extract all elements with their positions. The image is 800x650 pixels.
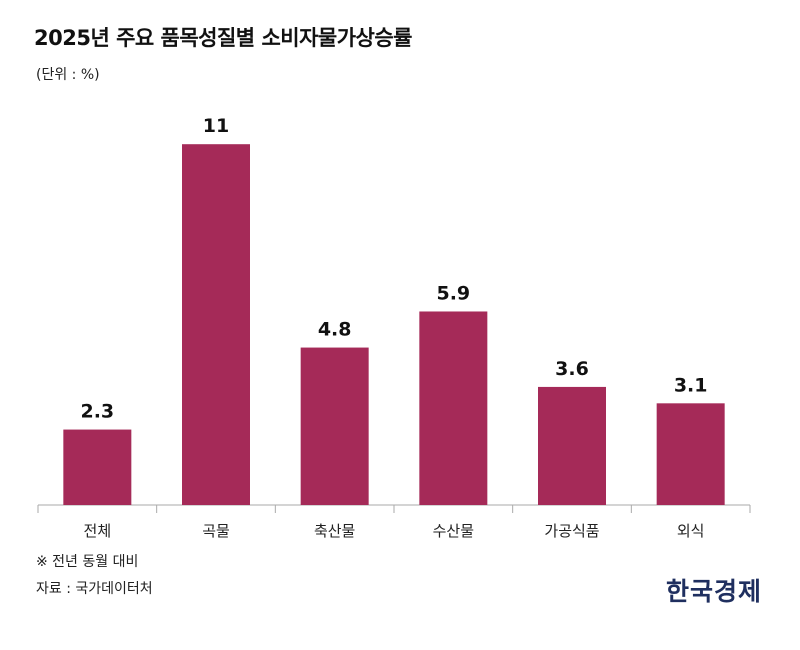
value-label-0: 2.3 — [80, 401, 114, 423]
value-label-1: 11 — [203, 115, 229, 137]
category-label-5: 외식 — [677, 522, 705, 540]
value-label-3: 5.9 — [436, 282, 470, 304]
category-label-1: 곡물 — [202, 522, 230, 540]
chart-title: 2025년 주요 품목성질별 소비자물가상승률 — [34, 26, 413, 50]
value-label-4: 3.6 — [555, 358, 589, 380]
bar-1 — [182, 144, 250, 505]
category-label-3: 수산물 — [433, 522, 474, 540]
category-label-2: 축산물 — [314, 522, 355, 540]
value-label-5: 3.1 — [674, 374, 708, 396]
bar-5 — [656, 403, 725, 505]
category-label-4: 가공식품 — [544, 522, 599, 540]
bar-0 — [63, 429, 132, 505]
comparison-note: ※ 전년 동월 대비 — [36, 554, 139, 570]
category-label-0: 전체 — [84, 522, 112, 540]
unit-label: (단위 : %) — [36, 67, 100, 83]
value-label-2: 4.8 — [318, 319, 352, 341]
bar-2 — [300, 347, 369, 505]
publisher-logo: 한국경제 — [665, 577, 762, 606]
bar-4 — [538, 386, 606, 505]
bar-3 — [419, 311, 488, 505]
source-note: 자료 : 국가데이터처 — [36, 581, 153, 597]
